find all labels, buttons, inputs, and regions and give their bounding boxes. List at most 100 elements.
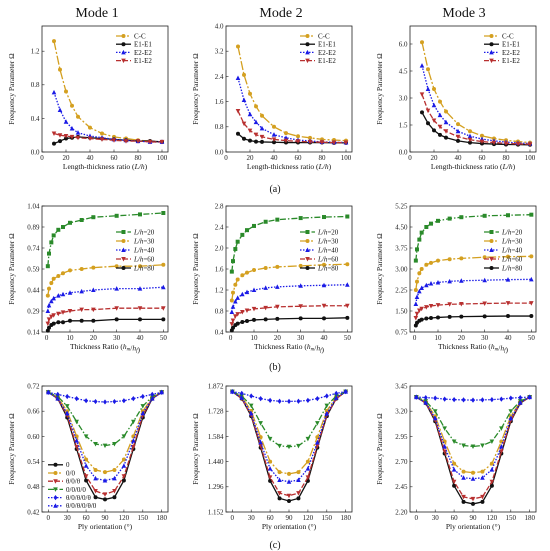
legend-label: L/h=80 xyxy=(501,264,523,272)
data-point xyxy=(529,212,534,217)
data-point xyxy=(244,289,250,295)
legend-marker xyxy=(489,49,494,55)
x-tick-label: 60 xyxy=(295,154,303,162)
legend-marker xyxy=(53,487,58,492)
legend-item: L/h=80 xyxy=(484,264,523,272)
legend-label: L/h=30 xyxy=(501,237,523,245)
legend-label: C-C xyxy=(318,32,330,40)
data-point xyxy=(425,86,431,91)
series-line xyxy=(53,40,163,143)
data-point xyxy=(413,301,419,306)
legend-label: 0/0 xyxy=(66,469,75,477)
data-point xyxy=(64,89,68,94)
legend-item: 0/0 xyxy=(48,469,75,477)
data-point xyxy=(248,91,252,96)
column-title-mode-2: Mode 2 xyxy=(259,6,302,21)
data-point xyxy=(296,477,301,482)
data-point xyxy=(272,124,276,129)
panel-b3: 0 10 20 30 40 50 0.75 1.50 2.25 3.00 3.75 4.50 5.25 T… xyxy=(375,202,537,354)
y-tick-label: 1.2 xyxy=(215,286,224,294)
data-point xyxy=(298,283,303,288)
legend-marker xyxy=(305,34,310,38)
data-point xyxy=(480,494,485,500)
data-point xyxy=(258,443,263,449)
legend-item: L/h=40 xyxy=(116,246,155,254)
data-point xyxy=(161,317,166,322)
data-point xyxy=(147,139,153,145)
y-tick-label: 3.0 xyxy=(399,94,408,102)
data-point xyxy=(161,284,166,290)
x-tick-label: 50 xyxy=(344,334,352,342)
legend-label: L/h=20 xyxy=(317,228,339,236)
data-point xyxy=(431,102,437,108)
data-point xyxy=(247,128,253,134)
data-point xyxy=(84,478,89,483)
data-point xyxy=(131,419,136,425)
data-point xyxy=(322,316,326,321)
series-L-h-80 xyxy=(229,315,350,333)
data-point xyxy=(91,318,96,323)
data-point xyxy=(419,63,425,68)
x-tick-label: 20 xyxy=(90,334,98,342)
data-point xyxy=(254,139,258,144)
data-point xyxy=(470,476,476,481)
data-point xyxy=(111,138,117,143)
data-point xyxy=(529,301,534,306)
data-point xyxy=(456,138,460,143)
legend-marker xyxy=(305,58,310,64)
y-tick-label: 0.66 xyxy=(27,408,40,416)
data-point xyxy=(263,265,268,270)
data-point xyxy=(417,271,422,276)
data-point xyxy=(88,125,92,130)
y-tick-label: 4.5 xyxy=(399,67,408,75)
legend-item: E1-E2 xyxy=(484,57,520,65)
y-tick-label: 1.50 xyxy=(395,307,408,315)
data-point xyxy=(324,410,330,416)
x-tick-label: 0 xyxy=(40,154,44,162)
x-axis-label: Ply orientation (°) xyxy=(262,522,317,531)
data-point xyxy=(423,394,428,401)
series-L-h-40 xyxy=(229,282,350,315)
x-tick-label: 90 xyxy=(470,514,478,522)
data-point xyxy=(296,398,301,404)
y-tick-label: 3.20 xyxy=(395,408,408,416)
y-tick-label: 0.4 xyxy=(31,115,40,123)
legend-marker xyxy=(121,230,126,234)
legend-label: E1-E2 xyxy=(502,57,520,65)
legend-label: θ/0/θ/0/θ xyxy=(66,494,91,502)
data-point xyxy=(91,265,96,270)
data-point xyxy=(93,441,98,447)
data-point xyxy=(51,233,56,238)
data-point xyxy=(419,285,424,291)
y-tick-label: 2.8 xyxy=(215,202,224,210)
data-point xyxy=(277,477,282,482)
x-axis-label: Length-thickness ratio (L/h) xyxy=(431,162,516,171)
data-point xyxy=(112,441,117,447)
y-tick-label: 0.72 xyxy=(27,382,40,390)
data-point xyxy=(254,104,258,109)
x-tick-label: 40 xyxy=(137,334,145,342)
column-title-mode-3: Mode 3 xyxy=(442,6,485,21)
series-L-h-30 xyxy=(45,262,166,298)
legend-item: θ/0/θ xyxy=(48,478,81,486)
data-point xyxy=(455,128,461,134)
data-point xyxy=(45,264,50,269)
data-point xyxy=(428,281,434,286)
data-point xyxy=(239,390,244,396)
y-tick-label: 1.6 xyxy=(215,265,224,273)
data-point xyxy=(75,130,81,135)
panel-c2: 0 30 60 90 120 150 180 1.152 1.296 1.440 1.584 1.72… xyxy=(191,382,353,531)
data-point xyxy=(93,475,98,481)
data-point xyxy=(482,301,487,306)
y-tick-label: 1.04 xyxy=(27,202,40,210)
x-tick-label: 0 xyxy=(229,334,233,342)
y-tick-label: 0.8 xyxy=(31,81,40,89)
data-point xyxy=(231,259,235,264)
data-point xyxy=(49,281,54,285)
data-point xyxy=(93,495,98,500)
legend-item: E2-E2 xyxy=(484,49,520,57)
data-point xyxy=(63,119,69,124)
data-point xyxy=(56,227,61,232)
data-point xyxy=(247,111,253,117)
data-point xyxy=(456,122,460,127)
